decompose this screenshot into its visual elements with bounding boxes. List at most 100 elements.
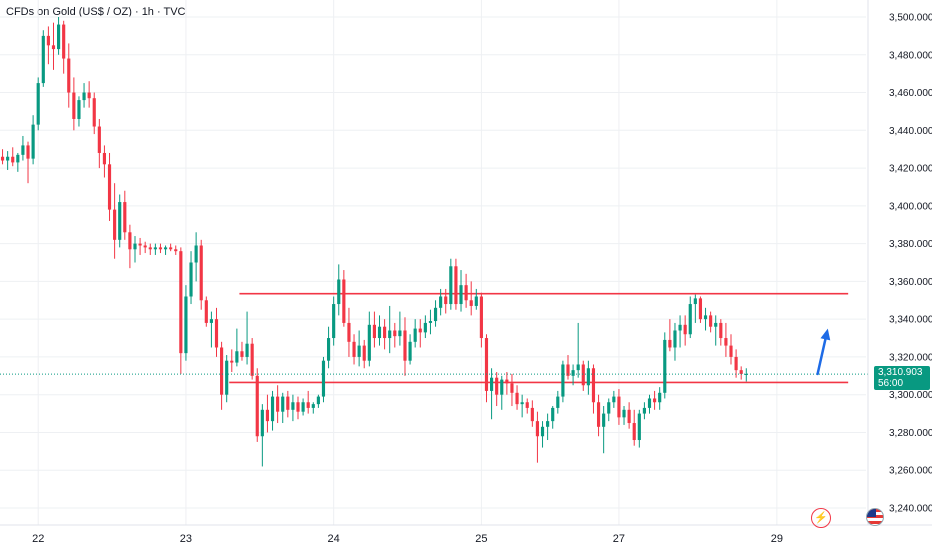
candle-body (332, 304, 336, 339)
candle (474, 288, 478, 310)
candle-body (724, 338, 728, 346)
candle-body (296, 402, 300, 412)
y-tick-label: 3,240.000 (889, 504, 932, 515)
candle (444, 288, 448, 314)
candle-body (31, 124, 35, 159)
candle-body (41, 35, 45, 84)
y-tick-label: 3,400.000 (889, 201, 932, 212)
candle-body (464, 285, 468, 301)
candle-body (439, 296, 443, 308)
candle-body (693, 298, 697, 305)
x-tick-label: 22 (32, 533, 44, 545)
candle (413, 319, 417, 348)
candle-body (653, 398, 657, 403)
candle-body (510, 383, 514, 393)
candle (138, 237, 142, 255)
candle (148, 243, 152, 255)
candle-body (403, 330, 407, 361)
candle (515, 385, 519, 410)
candle (36, 77, 40, 131)
candle-body (459, 285, 463, 305)
candle (367, 311, 371, 367)
candle (174, 245, 178, 255)
candle (107, 152, 112, 221)
candle (439, 288, 443, 316)
lightning-alert-icon[interactable]: ⚡ (811, 508, 831, 528)
x-tick-label: 29 (771, 533, 783, 545)
candle-body (678, 324, 682, 331)
candle (607, 398, 611, 422)
candle-body (357, 345, 361, 357)
candle-body (87, 92, 91, 99)
candle (556, 390, 560, 414)
candle-body (540, 426, 545, 437)
candle (678, 315, 682, 348)
candle (113, 183, 117, 259)
candle (714, 315, 718, 346)
candle (311, 402, 315, 414)
y-tick-label: 3,340.000 (889, 315, 932, 326)
candle (688, 296, 692, 339)
y-tick-label: 3,460.000 (889, 88, 932, 99)
candle-body (576, 364, 580, 371)
candle-body (337, 279, 341, 305)
level-lines (229, 292, 849, 384)
candle (525, 398, 529, 414)
candle (561, 360, 565, 403)
candle-body (311, 404, 315, 408)
candle (571, 364, 575, 386)
candle (230, 349, 234, 373)
candle (133, 236, 137, 263)
candle-body (102, 152, 107, 165)
candle (495, 372, 499, 407)
candle (377, 315, 382, 346)
candle-body (617, 396, 621, 418)
candle-body (265, 409, 270, 422)
candle-body (398, 330, 402, 337)
candle (199, 239, 203, 310)
candle (566, 355, 570, 380)
candle-body (561, 364, 565, 397)
candle-body (326, 338, 331, 361)
candle-body (469, 300, 473, 306)
candle-body (428, 321, 433, 323)
candle (546, 413, 550, 441)
time-axis: 22 23 24 25 27 29 (32, 533, 783, 545)
y-tick-label: 3,300.000 (889, 390, 932, 401)
candle (250, 338, 254, 380)
candle-body (204, 300, 208, 323)
candle (647, 394, 652, 414)
candle (321, 356, 326, 403)
candle-body (184, 296, 188, 354)
trend-arrow-head (820, 328, 831, 341)
candle-body (321, 360, 326, 397)
y-tick-label: 3,360.000 (889, 277, 932, 288)
candle (301, 398, 305, 416)
candle (520, 394, 524, 418)
candle (276, 385, 280, 424)
candle (128, 224, 132, 269)
candle (393, 322, 397, 348)
candle (57, 16, 61, 55)
candle-body (591, 368, 596, 403)
candle-body (194, 245, 198, 263)
candle (158, 243, 163, 254)
candle (586, 360, 590, 395)
candle-body (143, 245, 147, 248)
candle (576, 322, 580, 378)
candle (184, 285, 188, 361)
candle (398, 311, 402, 346)
candle (260, 404, 264, 467)
candle (627, 402, 631, 429)
candle (540, 421, 545, 448)
candle-body (627, 409, 631, 424)
candle (663, 332, 667, 399)
candle-body (62, 24, 66, 59)
candle-body (118, 202, 122, 240)
candle-body (220, 347, 224, 395)
us-flag-icon[interactable] (866, 508, 884, 526)
candle (551, 406, 555, 429)
candle (464, 273, 468, 308)
y-tick-label: 3,420.000 (889, 164, 932, 175)
